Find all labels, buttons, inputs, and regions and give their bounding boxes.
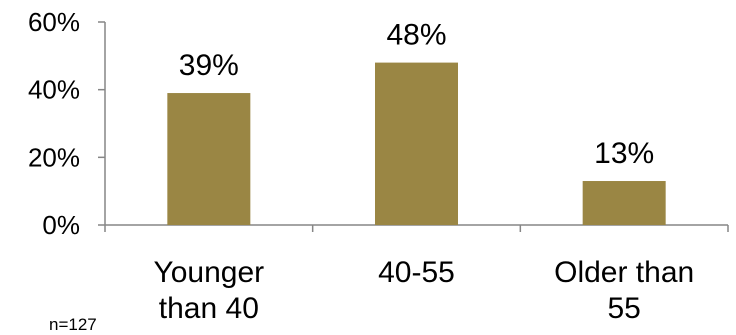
x-category-label: 40-55 xyxy=(378,256,455,289)
bar xyxy=(375,62,458,225)
y-tick-label: 0% xyxy=(42,210,80,240)
data-label: 48% xyxy=(386,19,446,52)
y-axis: 0% 20% 40% 60% xyxy=(28,7,106,240)
sample-size-note: n=127 xyxy=(49,315,97,334)
x-category-label: than 40 xyxy=(159,292,259,325)
x-axis xyxy=(104,224,729,232)
data-label: 39% xyxy=(179,49,239,82)
bar xyxy=(167,93,251,225)
y-tick-label: 40% xyxy=(28,75,80,105)
y-tick-label: 60% xyxy=(28,7,80,37)
x-category-label: Older than xyxy=(554,256,694,289)
data-labels: 39% 48% 13% xyxy=(179,19,654,170)
y-tick-label: 20% xyxy=(28,142,80,172)
x-category-label: Younger xyxy=(153,256,264,289)
bars xyxy=(167,62,666,225)
x-category-label: 55 xyxy=(607,292,640,325)
bar xyxy=(582,181,666,225)
data-label: 13% xyxy=(594,137,654,170)
